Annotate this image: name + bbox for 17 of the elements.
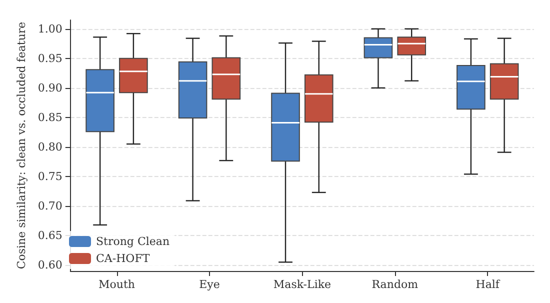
x-tick-label: Half — [476, 278, 500, 291]
x-tick-label: Mouth — [98, 278, 135, 291]
y-tick-label: 0.75 — [38, 170, 62, 184]
x-tick-label: Eye — [199, 278, 220, 291]
y-tick-label: 0.95 — [38, 52, 62, 65]
y-tick-label: 0.60 — [38, 258, 62, 272]
y-tick-label: 0.80 — [38, 140, 62, 154]
legend-label: CA-HOFT — [96, 252, 150, 265]
x-tick-label: Mask-Like — [273, 278, 332, 291]
legend-label: Strong Clean — [96, 235, 170, 248]
y-tick-label: 0.70 — [38, 200, 62, 213]
y-tick-label: 0.65 — [38, 229, 62, 242]
y-axis-title: Cosine similarity: clean vs. occluded feature — [15, 22, 28, 270]
y-tick-label: 0.85 — [38, 110, 62, 124]
y-tick-label: 0.90 — [38, 81, 62, 94]
x-tick-label: Random — [372, 278, 419, 291]
y-tick-label: 1.00 — [38, 22, 62, 36]
